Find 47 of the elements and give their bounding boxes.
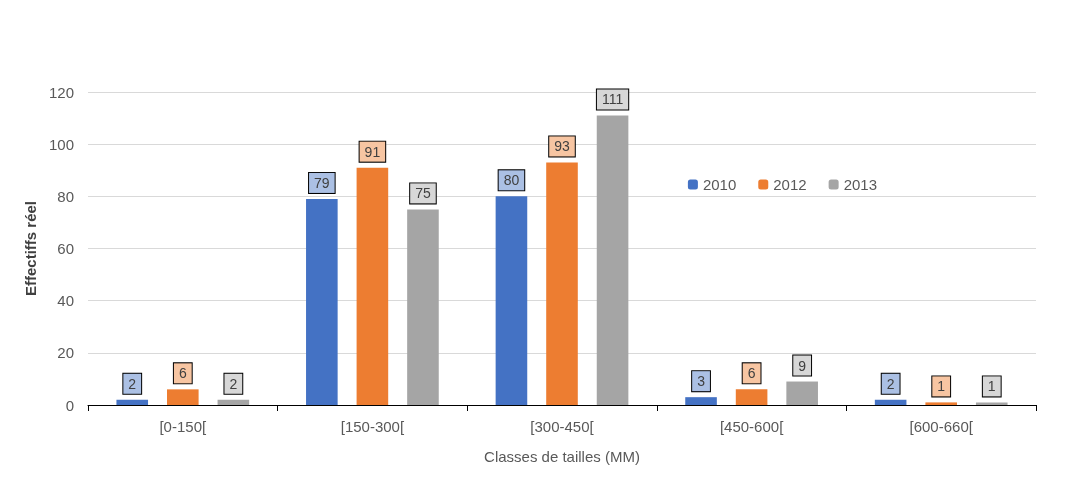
bar — [495, 196, 528, 405]
bar — [116, 399, 149, 405]
bar — [735, 389, 768, 405]
y-tick-label: 0 — [65, 396, 74, 414]
x-tick-label: [450-600[ — [719, 418, 785, 435]
data-label: 2 — [128, 375, 137, 392]
bar — [685, 397, 717, 405]
y-axis-title: Effectiffs réel — [22, 200, 39, 297]
data-label: 80 — [503, 172, 520, 189]
x-axis-title: Classes de tailles (MM) — [484, 448, 640, 465]
bar — [975, 402, 1008, 405]
y-tick-label: 20 — [57, 344, 74, 362]
x-tick-label: [600-660[ — [909, 418, 974, 435]
bar — [786, 381, 818, 405]
legend-label: 2012 — [773, 176, 807, 193]
legend-label: 2010 — [702, 176, 737, 193]
data-label: 2 — [229, 375, 238, 392]
y-tick-label: 40 — [57, 292, 74, 310]
data-label: 1 — [937, 378, 946, 395]
x-tick-label: [150-300[ — [340, 418, 405, 435]
bar — [596, 115, 629, 405]
data-label: 6 — [178, 365, 187, 382]
bar — [167, 389, 199, 405]
bar — [356, 167, 389, 405]
data-label: 75 — [415, 185, 431, 202]
data-label: 91 — [364, 143, 381, 160]
bar — [217, 399, 250, 405]
data-label: 2 — [886, 375, 895, 392]
data-label: 93 — [554, 138, 570, 155]
y-tick-label: 120 — [48, 83, 74, 101]
data-label: 6 — [747, 365, 756, 382]
bar — [925, 402, 957, 405]
legend-label: 2013 — [843, 176, 878, 193]
data-label: 3 — [697, 373, 706, 390]
data-label: 79 — [314, 174, 330, 191]
y-tick-label: 60 — [57, 240, 74, 257]
y-tick-label: 80 — [57, 187, 74, 205]
data-label: 111 — [601, 91, 624, 108]
x-tick-label: [300-450[ — [530, 418, 595, 435]
bar — [874, 399, 907, 405]
bar — [306, 198, 338, 405]
x-tick-label: [0-150[ — [159, 418, 207, 435]
bar — [546, 162, 578, 405]
data-label: 9 — [798, 357, 807, 374]
data-label: 1 — [987, 378, 996, 395]
y-tick-label: 100 — [48, 135, 74, 153]
bar — [407, 209, 439, 405]
